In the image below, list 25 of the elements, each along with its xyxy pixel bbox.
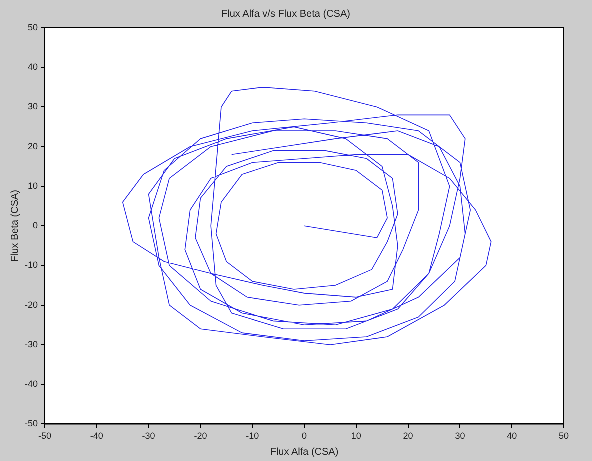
x-tick-label: -50 [38,431,52,442]
x-tick-label: 40 [507,431,518,442]
x-tick-label: -30 [142,431,156,442]
y-tick-label: -50 [24,418,38,429]
x-tick-label: 20 [403,431,414,442]
x-tick-label: -20 [194,431,208,442]
x-axis-title: Flux Alfa (CSA) [270,446,339,458]
y-tick-label: 30 [28,102,38,112]
x-tick-label: -10 [246,431,260,442]
y-tick-label: -40 [24,379,38,390]
y-tick-label: 40 [28,62,38,72]
y-tick-label: -20 [24,300,38,310]
y-tick-label: -30 [24,339,38,350]
x-tick-label: 30 [455,431,466,442]
y-tick-label: 10 [28,180,38,191]
y-tick-label: 50 [28,22,38,32]
y-axis-title: Flux Beta (CSA) [10,190,21,262]
x-tick-label: 0 [302,431,308,442]
y-tick-label: 0 [32,220,38,231]
x-tick-label: 50 [558,431,570,442]
x-tick-label: 10 [351,431,362,442]
y-tick-label: 20 [28,141,38,152]
x-tick-label: -40 [90,431,104,442]
y-tick-label: -10 [24,260,38,270]
chart-title: Flux Alfa v/s Flux Beta (CSA) [222,8,350,20]
